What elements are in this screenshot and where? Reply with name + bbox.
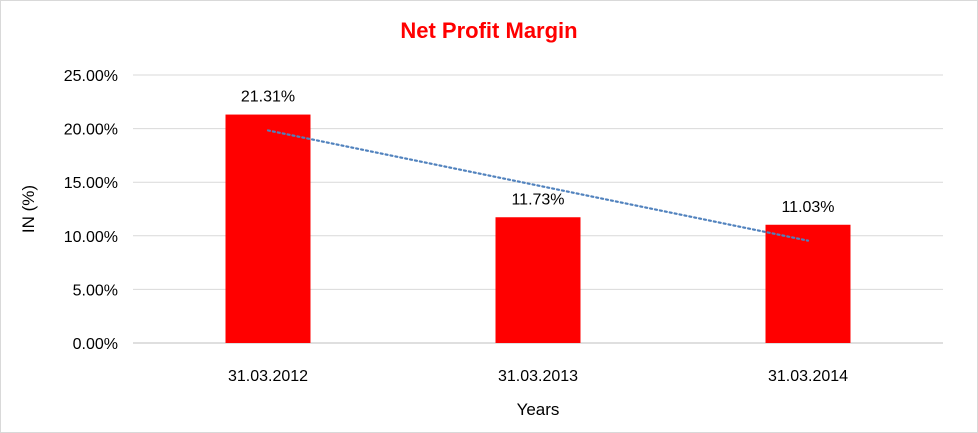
- bar: [495, 217, 581, 343]
- y-tick-label: 25.00%: [64, 68, 118, 85]
- data-label: 11.03%: [781, 199, 834, 216]
- trendline-layer: [266, 129, 810, 242]
- bars: [225, 114, 851, 344]
- y-tick-label: 20.00%: [64, 122, 118, 139]
- bar: [765, 224, 851, 343]
- x-tick-label: 31.03.2012: [228, 368, 308, 385]
- x-axis-ticks: 31.03.2012 31.03.2013 31.03.2014: [228, 368, 848, 385]
- chart-title: Net Profit Margin: [400, 18, 578, 43]
- y-tick-label: 10.00%: [64, 229, 118, 246]
- trendline: [266, 129, 810, 242]
- y-tick-label: 5.00%: [73, 282, 118, 299]
- y-axis-label: IN (%): [19, 185, 38, 233]
- data-labels: 21.31% 11.73% 11.03%: [241, 89, 835, 216]
- data-label: 11.73%: [511, 191, 564, 208]
- bar: [225, 114, 311, 344]
- x-tick-label: 31.03.2014: [768, 368, 848, 385]
- x-axis-label: Years: [517, 400, 560, 419]
- y-tick-label: 15.00%: [64, 175, 118, 192]
- y-tick-label: 0.00%: [73, 336, 118, 353]
- data-label: 21.31%: [241, 89, 295, 106]
- y-axis-ticks: 0.00% 5.00% 10.00% 15.00% 20.00% 25.00%: [64, 68, 118, 353]
- x-tick-label: 31.03.2013: [498, 368, 578, 385]
